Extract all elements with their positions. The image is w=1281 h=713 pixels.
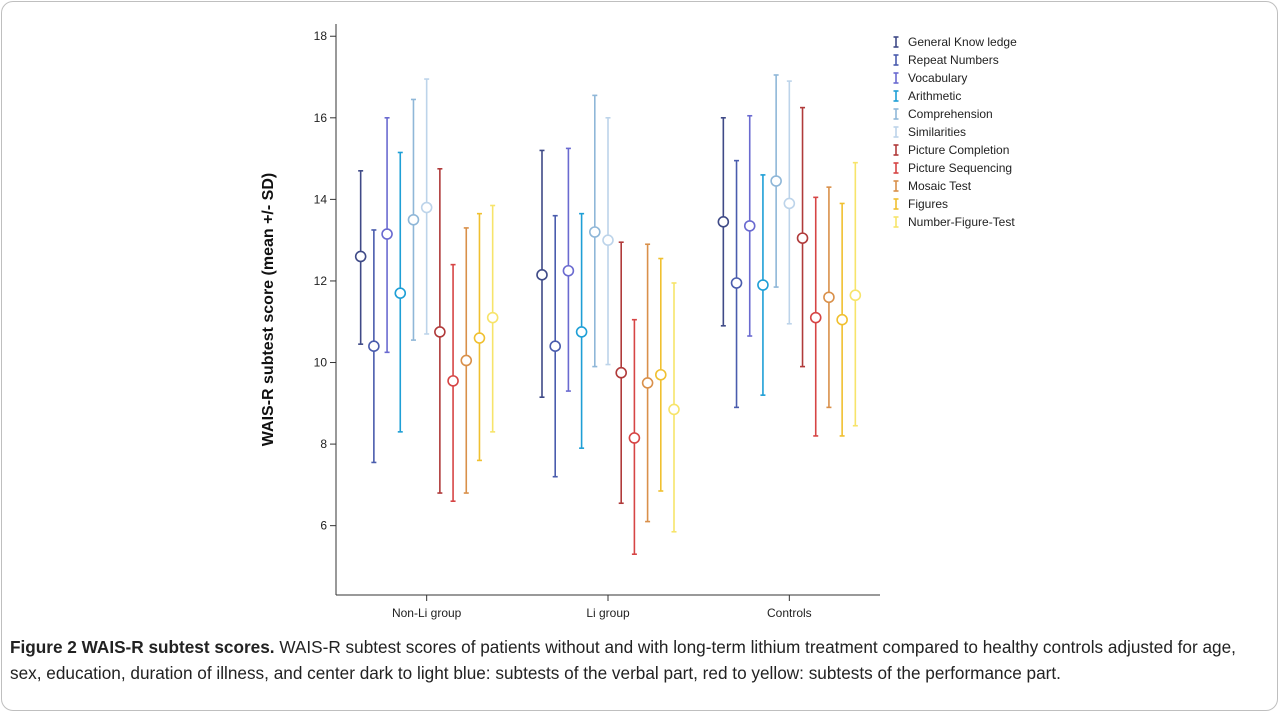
chart-marks — [354, 74, 862, 556]
mean-marker — [354, 250, 367, 263]
mean-marker — [536, 269, 548, 281]
legend-label: Mosaic Test — [908, 179, 972, 193]
mean-marker — [368, 340, 380, 353]
mean-marker — [381, 228, 393, 240]
mean-marker — [668, 403, 680, 416]
mean-marker — [473, 332, 486, 344]
y-tick-label: 14 — [314, 192, 328, 206]
mean-marker — [628, 432, 641, 444]
mean-marker — [588, 226, 601, 238]
mean-marker — [407, 213, 420, 226]
chart-axes: 6 8 10 12 14 16 18 WAIS-R subtest score (mean +… — [260, 24, 880, 620]
y-axis-label: WAIS-R subtest score (mean +/- SD) — [260, 173, 277, 446]
x-tick-label: Controls — [767, 606, 812, 620]
mean-marker — [486, 311, 499, 324]
legend-label: Number-Figure-Test — [908, 215, 1015, 229]
errorbar-chart: 6 8 10 12 14 16 18 WAIS-R subtest score (mean +… — [260, 24, 1017, 620]
legend-label: Picture Sequencing — [908, 161, 1012, 175]
y-tick-label: 12 — [314, 274, 328, 288]
mean-marker — [434, 326, 446, 338]
mean-marker — [836, 313, 848, 326]
mean-marker — [654, 368, 667, 381]
mean-marker — [770, 175, 782, 187]
legend-label: Similarities — [908, 125, 966, 139]
legend-label: Comprehension — [908, 107, 993, 121]
caption-title: Figure 2 WAIS-R subtest scores. — [10, 637, 275, 657]
y-tick-label: 16 — [314, 111, 328, 125]
mean-marker — [849, 289, 862, 302]
mean-marker — [743, 220, 756, 232]
y-tick-label: 8 — [320, 437, 327, 451]
legend-label: General Know ledge — [908, 35, 1017, 49]
mean-marker — [420, 201, 433, 214]
legend-label: Picture Completion — [908, 143, 1009, 157]
y-tick-label: 18 — [314, 29, 328, 43]
y-tick-label: 6 — [320, 519, 327, 533]
mean-marker — [641, 377, 654, 389]
legend-label: Vocabulary — [908, 71, 967, 85]
mean-marker — [562, 264, 575, 277]
mean-marker — [447, 375, 459, 387]
legend-label: Repeat Numbers — [908, 53, 999, 67]
mean-marker — [730, 277, 743, 289]
x-tick-label: Non-Li group — [392, 606, 462, 620]
legend-label: Arithmetic — [908, 89, 961, 103]
mean-marker — [549, 340, 562, 353]
mean-marker — [717, 216, 730, 228]
mean-marker — [809, 311, 822, 324]
x-tick-label: Li group — [586, 606, 630, 620]
mean-marker — [783, 197, 796, 210]
mean-marker — [575, 326, 588, 338]
mean-marker — [602, 234, 614, 246]
y-tick-label: 10 — [314, 356, 328, 370]
mean-marker — [394, 287, 407, 299]
mean-marker — [615, 366, 628, 379]
mean-marker — [796, 232, 809, 244]
mean-marker — [757, 279, 769, 291]
mean-marker — [460, 354, 473, 367]
legend-label: Figures — [908, 197, 948, 211]
mean-marker — [823, 291, 835, 304]
caption-text: WAIS-R subtest scores of patients withou… — [10, 637, 1236, 683]
chart-legend: General Know ledge Repeat Numbers Vocabula… — [893, 35, 1017, 229]
figure-caption: Figure 2 WAIS-R subtest scores. WAIS-R s… — [10, 634, 1272, 686]
